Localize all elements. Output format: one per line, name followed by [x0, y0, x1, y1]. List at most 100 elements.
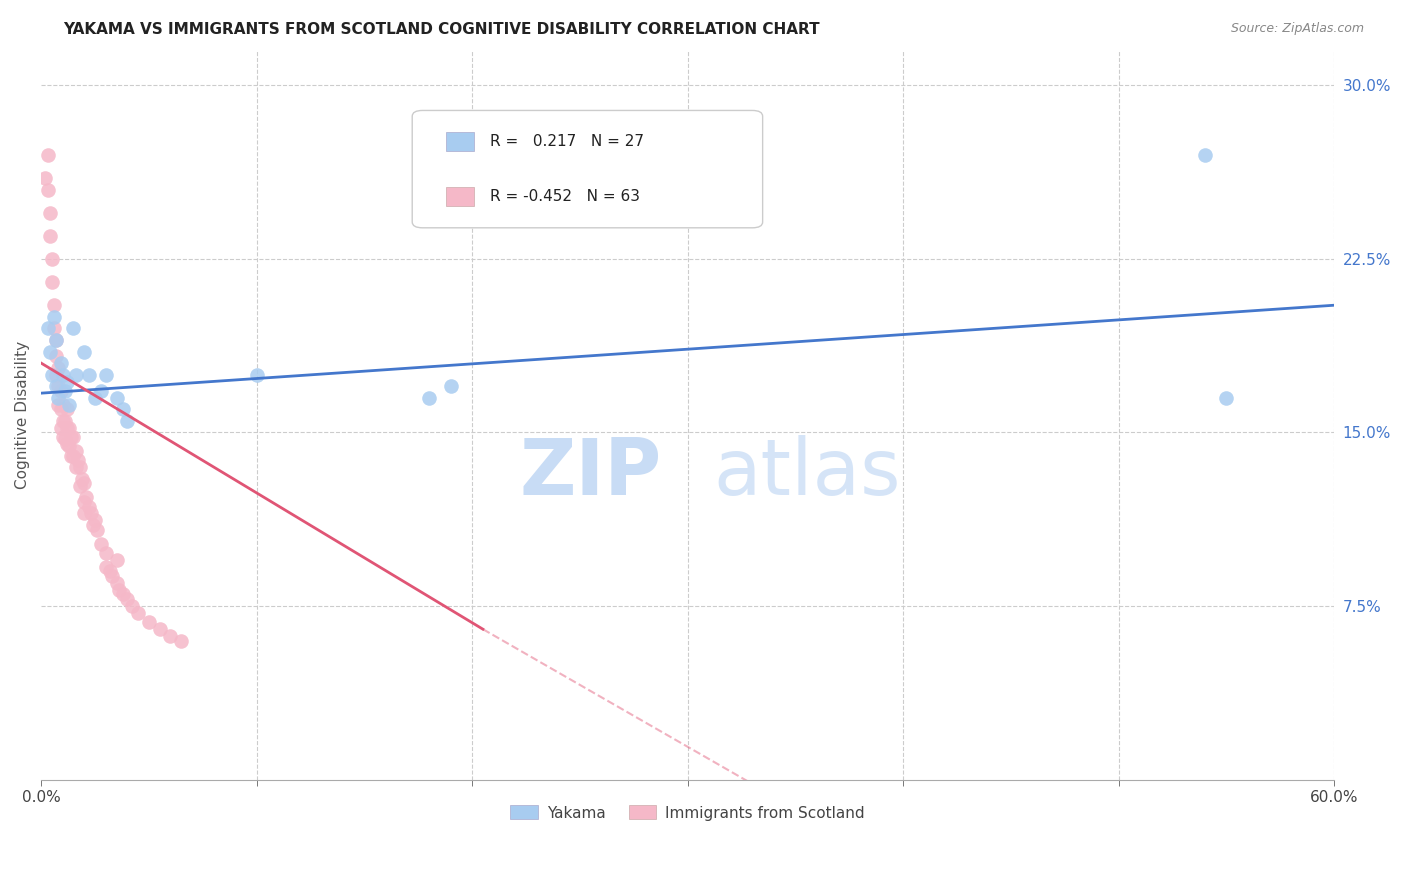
Point: [52, 414, 75, 428]
Point: [73, 495, 96, 509]
Point: [45, 379, 67, 393]
Point: [418, 391, 440, 405]
Point: [37, 182, 59, 196]
Point: [62, 321, 84, 335]
Point: [82, 518, 104, 533]
Text: Source: ZipAtlas.com: Source: ZipAtlas.com: [1230, 22, 1364, 36]
Point: [53, 433, 76, 447]
Point: [58, 398, 80, 412]
Point: [111, 402, 134, 417]
Point: [62, 430, 84, 444]
Text: YAKAMA VS IMMIGRANTS FROM SCOTLAND COGNITIVE DISABILITY CORRELATION CHART: YAKAMA VS IMMIGRANTS FROM SCOTLAND COGNI…: [63, 22, 820, 37]
Point: [45, 349, 67, 363]
Point: [75, 491, 97, 505]
Point: [41, 252, 63, 266]
Point: [56, 402, 79, 417]
Point: [49, 421, 72, 435]
Point: [101, 569, 124, 583]
Point: [107, 582, 129, 597]
Point: [41, 368, 63, 382]
Point: [62, 449, 84, 463]
Point: [77, 368, 100, 382]
Point: [159, 629, 181, 643]
Point: [117, 414, 139, 428]
Point: [58, 421, 80, 435]
Point: [1215, 391, 1237, 405]
Y-axis label: Cognitive Disability: Cognitive Disability: [15, 341, 30, 489]
Point: [111, 587, 134, 601]
Point: [77, 500, 100, 514]
Point: [49, 384, 72, 398]
Point: [45, 333, 67, 347]
Point: [105, 391, 128, 405]
Point: [149, 622, 172, 636]
Point: [90, 536, 112, 550]
Point: [56, 375, 79, 389]
Bar: [446, 132, 474, 152]
Point: [58, 439, 80, 453]
Point: [49, 356, 72, 370]
Point: [48, 391, 70, 405]
Point: [94, 368, 117, 382]
Point: [1194, 148, 1216, 162]
Point: [42, 321, 65, 335]
Legend: Yakama, Immigrants from Scotland: Yakama, Immigrants from Scotland: [505, 799, 872, 827]
Point: [439, 379, 461, 393]
Point: [84, 391, 107, 405]
Point: [52, 398, 75, 412]
Point: [53, 384, 76, 398]
Point: [90, 384, 112, 398]
Point: [38, 344, 60, 359]
Point: [48, 398, 70, 412]
Bar: [446, 186, 474, 206]
Point: [38, 205, 60, 219]
Point: [65, 368, 87, 382]
Point: [94, 546, 117, 560]
Point: [117, 592, 139, 607]
Point: [73, 476, 96, 491]
Text: atlas: atlas: [713, 435, 901, 511]
Point: [246, 368, 269, 382]
Point: [45, 333, 67, 347]
Point: [48, 360, 70, 375]
Point: [170, 633, 193, 648]
Point: [138, 615, 160, 630]
Point: [60, 449, 83, 463]
Point: [42, 310, 65, 324]
Point: [45, 368, 67, 382]
Point: [66, 453, 89, 467]
Point: [42, 298, 65, 312]
Point: [38, 228, 60, 243]
Point: [86, 523, 108, 537]
Point: [73, 507, 96, 521]
Point: [65, 460, 87, 475]
Point: [69, 479, 91, 493]
Point: [105, 575, 128, 590]
Point: [56, 437, 79, 451]
Point: [56, 421, 79, 435]
Point: [49, 402, 72, 417]
Point: [70, 472, 93, 486]
Point: [84, 513, 107, 527]
Point: [105, 553, 128, 567]
Point: [52, 368, 75, 382]
Point: [73, 344, 96, 359]
Point: [121, 599, 143, 613]
Point: [37, 321, 59, 335]
Point: [41, 275, 63, 289]
Point: [53, 414, 76, 428]
Point: [34, 170, 56, 185]
Point: [52, 430, 75, 444]
Point: [48, 379, 70, 393]
Text: R = -0.452   N = 63: R = -0.452 N = 63: [489, 189, 640, 203]
Point: [79, 507, 101, 521]
Point: [60, 430, 83, 444]
FancyBboxPatch shape: [412, 111, 762, 227]
Point: [98, 565, 121, 579]
Text: R =   0.217   N = 27: R = 0.217 N = 27: [489, 134, 644, 149]
Point: [127, 606, 149, 620]
Text: ZIP: ZIP: [520, 435, 662, 511]
Point: [37, 148, 59, 162]
Point: [69, 460, 91, 475]
Point: [65, 444, 87, 458]
